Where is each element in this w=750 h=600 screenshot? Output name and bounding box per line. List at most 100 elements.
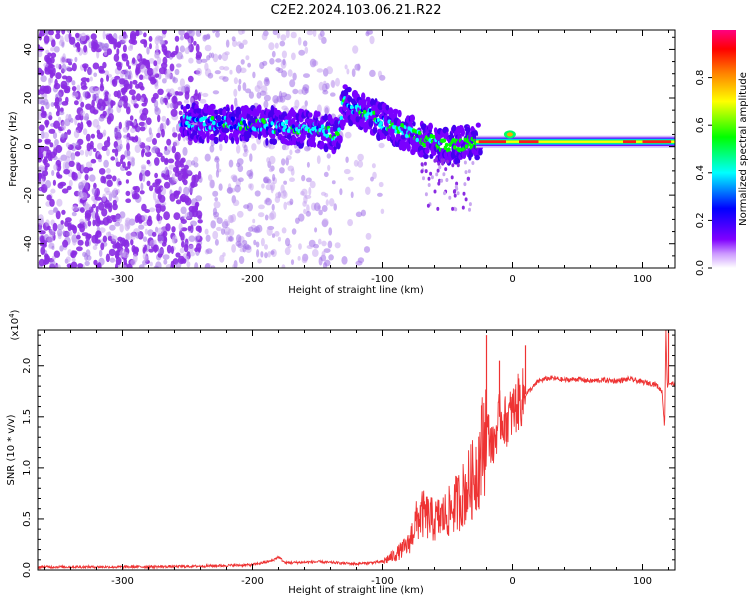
noise-point — [303, 208, 307, 215]
noise-point — [71, 211, 77, 217]
noise-point — [372, 171, 377, 180]
spectrogram-y-label: Frequency (Hz) — [8, 111, 19, 187]
noise-point — [106, 148, 110, 157]
noise-point — [234, 184, 241, 193]
noise-point — [54, 139, 59, 146]
noise-point — [220, 228, 226, 235]
tone-peak — [623, 140, 636, 144]
noise-point — [127, 161, 131, 170]
noise-point — [164, 159, 169, 165]
noise-point — [131, 95, 136, 101]
noise-point — [304, 100, 308, 107]
noise-point — [270, 250, 275, 255]
noise-point — [180, 232, 185, 241]
noise-point — [41, 236, 45, 245]
ridge-point — [210, 115, 215, 121]
noise-point — [99, 249, 103, 257]
noise-point — [306, 204, 310, 213]
noise-point — [194, 89, 198, 97]
noise-point — [93, 44, 97, 51]
ridge-point — [429, 171, 433, 176]
ridge-point — [468, 202, 472, 207]
noise-point — [261, 183, 265, 189]
noise-point — [124, 166, 129, 171]
noise-point — [71, 80, 76, 86]
noise-point — [163, 181, 171, 189]
noise-point — [74, 100, 79, 106]
ridge-point — [312, 141, 317, 148]
y-tick-label: 1.0 — [22, 460, 33, 476]
ridge-point — [436, 168, 440, 173]
noise-point — [343, 168, 351, 175]
noise-point — [76, 84, 81, 92]
noise-point — [210, 220, 216, 229]
noise-point — [77, 223, 84, 229]
noise-point — [308, 186, 312, 196]
noise-point — [321, 36, 327, 45]
noise-point — [249, 153, 253, 162]
noise-point — [38, 138, 43, 143]
noise-point — [289, 198, 294, 205]
noise-point — [163, 259, 168, 265]
noise-point — [122, 126, 129, 133]
ridge-point — [446, 159, 449, 164]
noise-point — [275, 192, 281, 199]
noise-point — [321, 205, 328, 212]
noise-point — [132, 253, 138, 263]
noise-point — [139, 172, 143, 182]
noise-point — [146, 46, 150, 55]
noise-point — [132, 186, 138, 191]
noise-point — [48, 128, 56, 134]
noise-point — [86, 255, 92, 261]
ridge-point — [368, 118, 374, 128]
noise-point — [243, 204, 250, 209]
noise-point — [129, 115, 134, 121]
ridge-point — [235, 135, 240, 145]
noise-point — [64, 220, 69, 227]
noise-point — [81, 232, 89, 237]
ridge-point — [420, 162, 424, 167]
ridge-point — [183, 106, 187, 114]
noise-point — [328, 254, 334, 261]
noise-point — [231, 244, 237, 253]
ridge-point — [339, 115, 344, 121]
noise-point — [148, 185, 154, 192]
ridge-point — [271, 138, 278, 146]
snr-panel: -300 -200 -100 0 100 0.0 0.5 1.0 1.5 2.0 Height … — [6, 309, 676, 596]
noise-point — [95, 93, 99, 99]
noise-point — [179, 247, 185, 254]
noise-point — [110, 99, 114, 109]
noise-point — [205, 248, 213, 254]
noise-point — [56, 198, 63, 207]
noise-point — [145, 137, 153, 143]
noise-point — [182, 146, 188, 156]
noise-point — [176, 63, 182, 68]
noise-point — [351, 68, 356, 77]
snr-plot-area — [38, 330, 675, 570]
noise-point — [84, 181, 89, 190]
noise-point — [289, 79, 296, 88]
y-tick-label: 2.0 — [22, 358, 33, 374]
noise-point — [324, 107, 329, 116]
ridge-point — [442, 158, 446, 163]
ridge-point — [337, 127, 341, 132]
noise-point — [143, 60, 150, 66]
y-tick-label: 1.5 — [22, 409, 33, 425]
noise-point — [48, 115, 53, 121]
noise-point — [129, 33, 137, 42]
noise-point — [318, 81, 324, 91]
noise-point — [157, 88, 164, 96]
noise-point — [357, 153, 364, 162]
noise-point — [306, 161, 310, 168]
noise-point — [48, 111, 52, 117]
noise-point — [271, 203, 275, 211]
noise-point — [233, 88, 238, 97]
noise-point — [157, 235, 164, 244]
noise-point — [130, 231, 136, 241]
noise-point — [231, 36, 236, 42]
noise-point — [86, 142, 92, 152]
ridge-point — [230, 136, 235, 144]
noise-point — [235, 240, 242, 247]
noise-point — [148, 127, 152, 135]
